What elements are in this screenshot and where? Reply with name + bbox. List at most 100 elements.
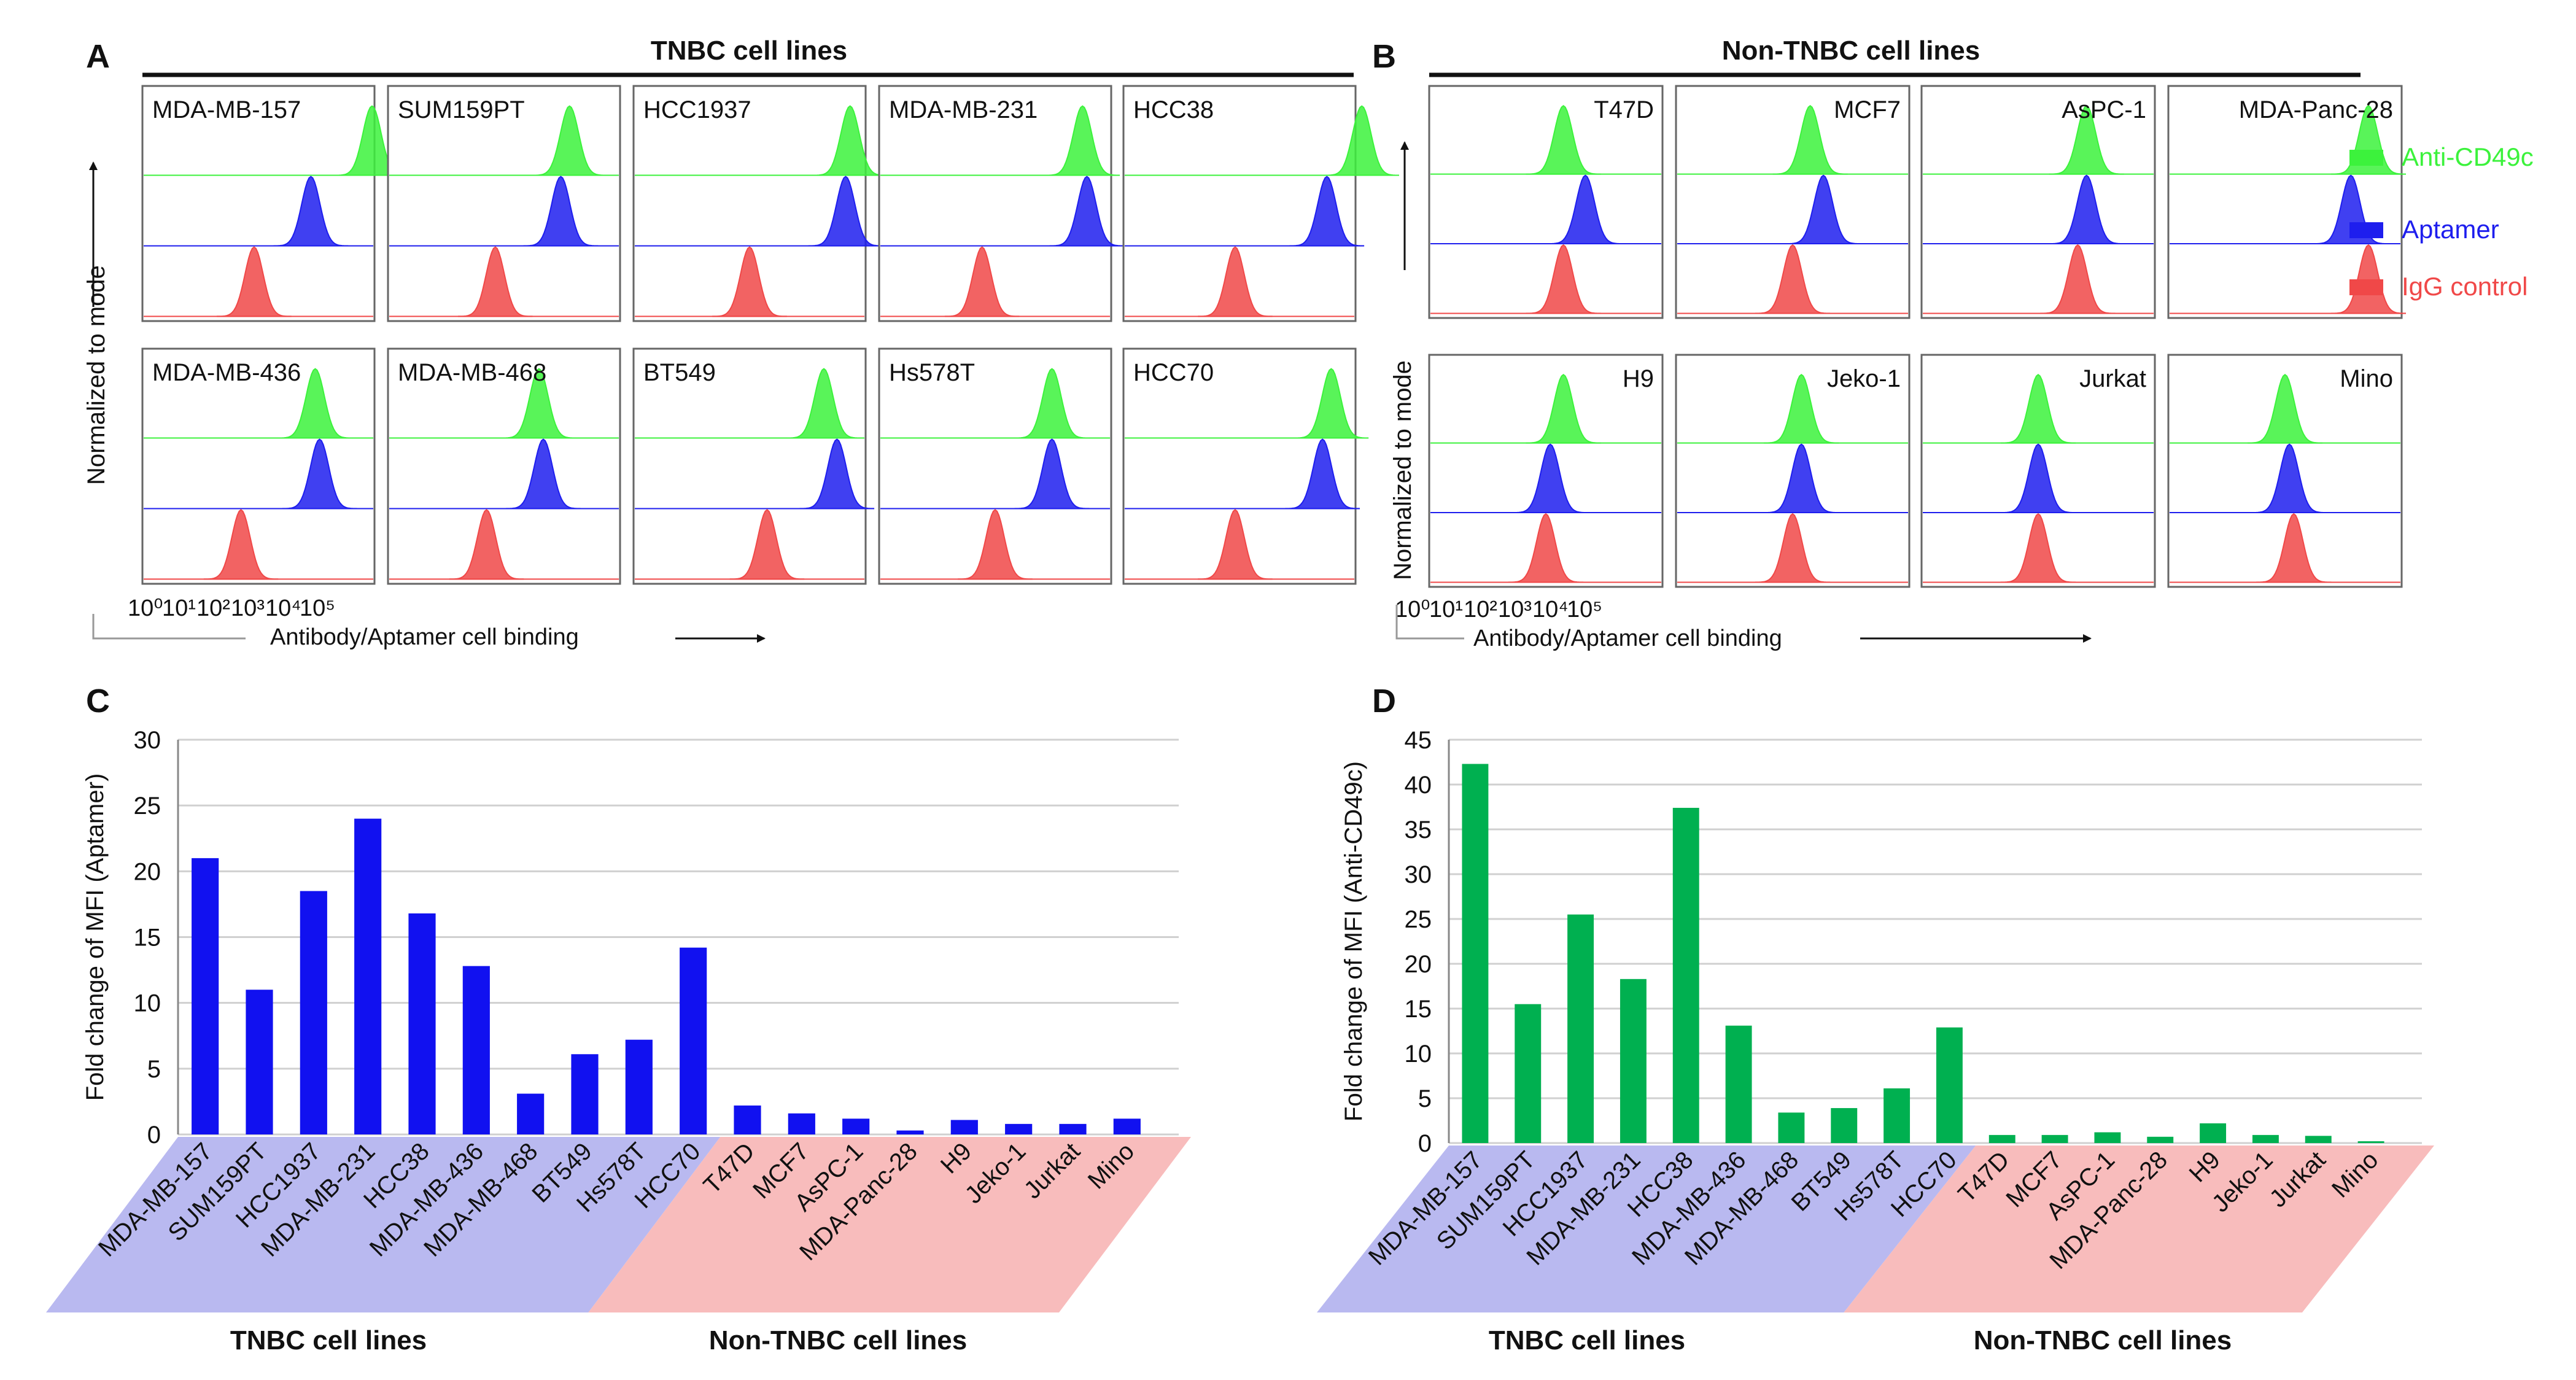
bar-aspc-1 (842, 1118, 869, 1134)
bar-hcc1937 (1567, 915, 1594, 1143)
flow-panel-label: Jeko-1 (1827, 365, 1901, 392)
flow-panel-label: MDA-MB-436 (152, 359, 301, 386)
bar-hs578t (626, 1040, 653, 1134)
y-tick-label: 20 (134, 858, 161, 885)
bar-h9 (2200, 1123, 2226, 1143)
flow-panel-label: MDA-MB-157 (152, 96, 301, 123)
y-tick-label: 0 (147, 1122, 161, 1149)
bar-sum159pt (246, 990, 273, 1134)
bar-mda-panc-28 (2147, 1137, 2173, 1143)
flow-x-tick: 10⁰ (1395, 597, 1430, 622)
legend-label-aptamer: Aptamer (2402, 215, 2499, 244)
bar-hcc70 (680, 948, 707, 1134)
flow-x-tick: 10⁵ (1567, 597, 1602, 622)
flow-b-xlabel: Antibody/Aptamer cell binding (1473, 626, 1782, 651)
y-tick-label: 15 (134, 925, 161, 952)
bar-jeko-1 (1005, 1124, 1032, 1134)
flow-panel-sum159pt: SUM159PT (388, 86, 620, 321)
flow-panel-aspc-1: AsPC-1 (1922, 86, 2155, 318)
y-axis-label: Fold change of MFI (Anti-CD49c) (1340, 761, 1367, 1122)
bar-jeko-1 (2252, 1135, 2279, 1143)
flow-a-histogram-grid: MDA-MB-157 SUM159PT HCC1937 MDA-MB-231 HCC38… (142, 86, 1399, 584)
flow-x-tick: 10⁰ (128, 595, 163, 621)
bar-mda-mb-436 (463, 966, 490, 1134)
flow-panel-hs578t: Hs578T (879, 349, 1111, 584)
bar-mda-mb-231 (354, 819, 381, 1134)
bar-mcf7 (788, 1114, 815, 1134)
flow-panel-hcc1937: HCC1937 (634, 86, 886, 321)
y-axis-label: Fold change of MFI (Aptamer) (82, 773, 109, 1101)
chart-d-anti-cd49c-bar: 051015202530354045Fold change of MFI (An… (1317, 727, 2434, 1355)
flow-panel-label: MDA-Panc-28 (2239, 96, 2393, 123)
bar-mino (1114, 1118, 1141, 1134)
chart-c-aptamer-bar: 051015202530Fold change of MFI (Aptamer)… (46, 727, 1191, 1355)
bar-hcc38 (408, 913, 435, 1134)
bar-bt549 (571, 1054, 598, 1134)
flow-panel-mda-mb-436: MDA-MB-436 (142, 349, 374, 584)
flow-x-tick: 10¹ (162, 595, 196, 621)
flow-panel-label: HCC1937 (643, 96, 751, 123)
y-tick-label: 0 (1418, 1130, 1432, 1157)
y-tick-label: 40 (1405, 772, 1432, 799)
bar-jurkat (2305, 1136, 2332, 1143)
y-tick-label: 45 (1405, 727, 1432, 754)
flow-panel-t47d: T47D (1429, 86, 1662, 318)
bar-mda-mb-231 (1620, 979, 1647, 1143)
panel-letter-d: D (1372, 683, 1396, 719)
bar-mda-panc-28 (896, 1131, 923, 1134)
flow-b-x-ticks: 10⁰10¹ 10² 10³ 10⁴10⁵ (1395, 597, 1602, 622)
flow-panel-label: Mino (2340, 365, 2393, 392)
flow-panel-label: HCC70 (1133, 359, 1214, 386)
flow-panel-bt549: BT549 (634, 349, 874, 584)
nontnbc-flow-title: Non-TNBC cell lines (1722, 36, 1980, 66)
flow-x-tick: 10² (196, 595, 230, 621)
bar-bt549 (1831, 1108, 1857, 1143)
bar-hcc38 (1673, 808, 1699, 1143)
flow-panel-label: MDA-MB-468 (398, 359, 546, 386)
figure: A B C D TNBC cell lines Non-TNBC cell li… (0, 0, 2576, 1380)
bar-mda-mb-157 (1462, 764, 1488, 1143)
flow-b-ylabel: Normalized to mode (1389, 360, 1416, 580)
legend-label-anti: Anti-CD49c (2402, 142, 2534, 171)
flow-x-tick: 10¹ (1429, 597, 1463, 622)
y-tick-label: 25 (134, 793, 161, 820)
y-tick-label: 5 (1418, 1085, 1432, 1112)
y-tick-label: 10 (1405, 1041, 1432, 1068)
flow-panel-mda-mb-468: MDA-MB-468 (388, 349, 620, 584)
panel-letter-c: C (86, 683, 110, 719)
flow-panel-jeko-1: Jeko-1 (1676, 355, 1909, 587)
flow-a-xlabel: Antibody/Aptamer cell binding (270, 624, 579, 650)
flow-panel-mcf7: MCF7 (1676, 86, 1909, 318)
flow-panel-label: SUM159PT (398, 96, 525, 123)
legend-swatch-igg (2349, 279, 2383, 295)
y-tick-label: 5 (147, 1056, 161, 1083)
panel-letter-a: A (86, 38, 110, 75)
legend-swatch-anti (2349, 150, 2383, 166)
flow-panel-label: T47D (1594, 96, 1654, 123)
flow-panel-mda-mb-157: MDA-MB-157 (142, 86, 409, 321)
bar-t47d (1989, 1135, 2015, 1143)
flow-panel-label: MDA-MB-231 (889, 96, 1038, 123)
flow-panel-label: AsPC-1 (2062, 96, 2146, 123)
y-tick-label: 10 (134, 990, 161, 1017)
flow-panel-label: Jurkat (2079, 365, 2146, 392)
flow-x-tick: 10⁴ (1532, 597, 1569, 622)
y-tick-label: 30 (1405, 861, 1432, 888)
flow-x-tick: 10³ (231, 595, 265, 621)
legend-label-igg: IgG control (2402, 272, 2528, 301)
flow-panel-label: Hs578T (889, 359, 975, 386)
flow-panel-label: H9 (1623, 365, 1654, 392)
bar-hs578t (1884, 1088, 1910, 1143)
flow-x-tick: 10⁵ (300, 595, 335, 621)
y-tick-label: 15 (1405, 996, 1432, 1023)
nontnbc-group-label: Non-TNBC cell lines (709, 1325, 968, 1355)
bar-h9 (951, 1120, 978, 1134)
flow-x-tick: 10² (1464, 597, 1497, 622)
tnbc-flow-title: TNBC cell lines (651, 36, 847, 66)
flow-x-tick: 10³ (1498, 597, 1532, 622)
bar-sum159pt (1515, 1004, 1541, 1143)
bar-jurkat (1059, 1124, 1086, 1134)
bar-t47d (734, 1106, 761, 1134)
flow-panel-hcc70: HCC70 (1123, 349, 1368, 584)
